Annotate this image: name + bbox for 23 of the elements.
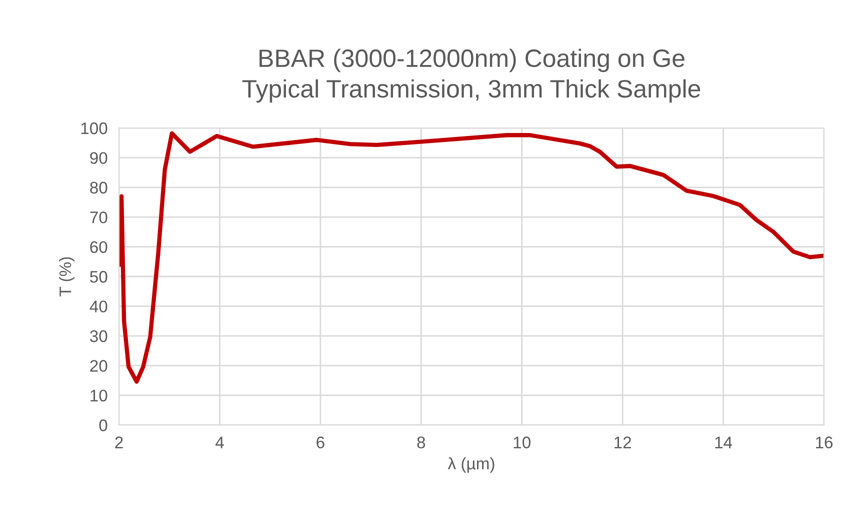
y-tick-label: 10 (90, 390, 108, 402)
x-tick-label: 16 (816, 436, 833, 448)
chart-title: BBAR (3000-12000nm) Coating on Ge Typical Transmission, 3mm Thick Sample (242, 48, 700, 103)
y-tick-label: 40 (90, 300, 108, 312)
x-tick-label: 8 (417, 436, 426, 448)
y-tick-label: 60 (90, 241, 108, 254)
y-tick-label: 90 (90, 152, 108, 164)
x-tick-label: 14 (715, 436, 732, 448)
y-tick-label: 30 (90, 330, 108, 342)
line-series (119, 131, 824, 384)
y-tick-label: 80 (90, 182, 108, 194)
x-tick-label: 6 (316, 436, 324, 448)
y-tick-label: 20 (90, 360, 108, 372)
x-axis-title: λ (µm) (448, 457, 494, 473)
y-axis-title: T (%) (58, 257, 75, 296)
x-tick-label: 4 (215, 436, 224, 448)
y-tick-label: 50 (90, 270, 108, 283)
x-tick-label: 12 (614, 436, 632, 448)
y-tick-label: 70 (90, 212, 108, 224)
y-tick-label: 0 (99, 419, 108, 432)
x-tick-label: 10 (514, 436, 530, 448)
y-tick-label: 100 (81, 122, 108, 134)
x-tick-label: 2 (115, 436, 123, 448)
